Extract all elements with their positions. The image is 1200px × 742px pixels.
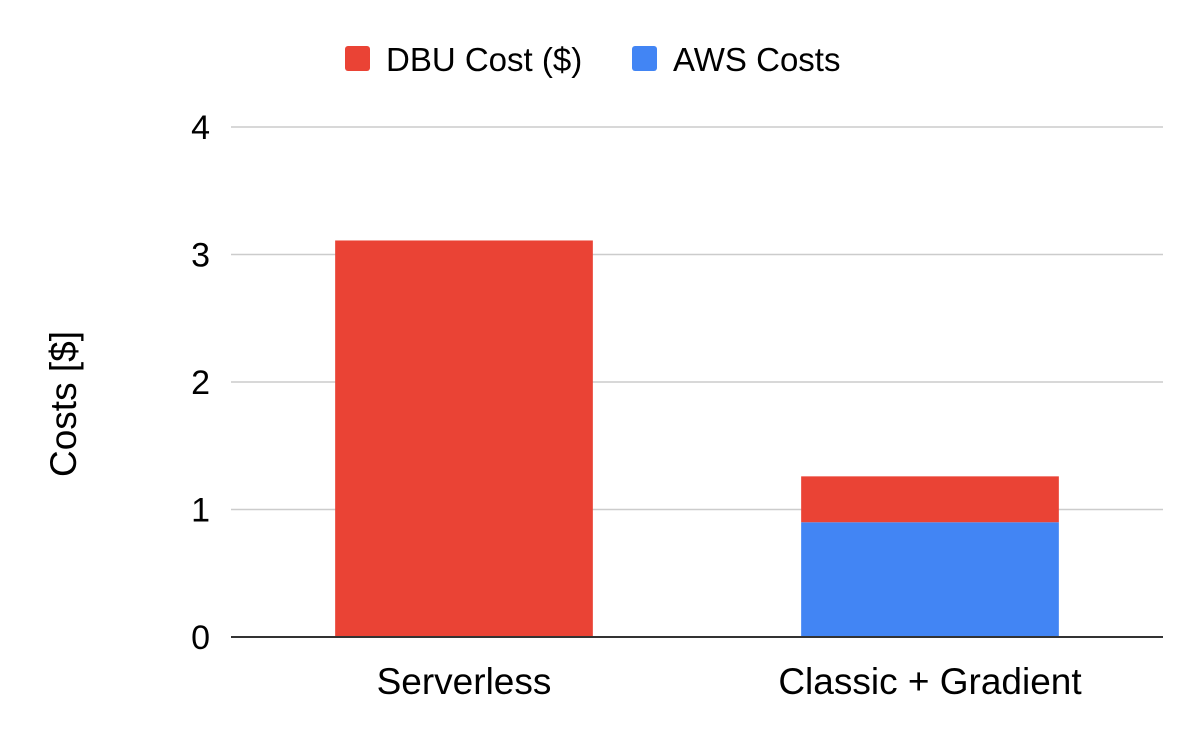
y-axis-ticks: 0 1 2 3 4	[191, 109, 210, 657]
legend-swatch	[345, 46, 370, 71]
x-tick-label: Classic + Gradient	[778, 661, 1082, 702]
legend: DBU Cost ($) AWS Costs	[345, 41, 840, 78]
y-tick-label: 4	[191, 109, 210, 147]
legend-swatch	[632, 46, 657, 71]
x-tick-label: Serverless	[377, 661, 552, 702]
bar-classic-gradient-dbu-cost	[801, 476, 1059, 523]
bar-classic-gradient-aws-costs	[801, 522, 1059, 637]
legend-label: DBU Cost ($)	[386, 41, 582, 78]
legend-label: AWS Costs	[673, 41, 840, 78]
y-tick-label: 1	[191, 492, 210, 530]
bars	[335, 240, 1059, 637]
x-axis-labels: Serverless Classic + Gradient	[377, 661, 1083, 702]
y-tick-label: 3	[191, 237, 210, 275]
y-tick-label: 0	[191, 619, 210, 657]
y-tick-label: 2	[191, 364, 210, 402]
bar-serverless-dbu-cost	[335, 240, 593, 637]
y-axis-title: Costs [$]	[43, 331, 84, 477]
